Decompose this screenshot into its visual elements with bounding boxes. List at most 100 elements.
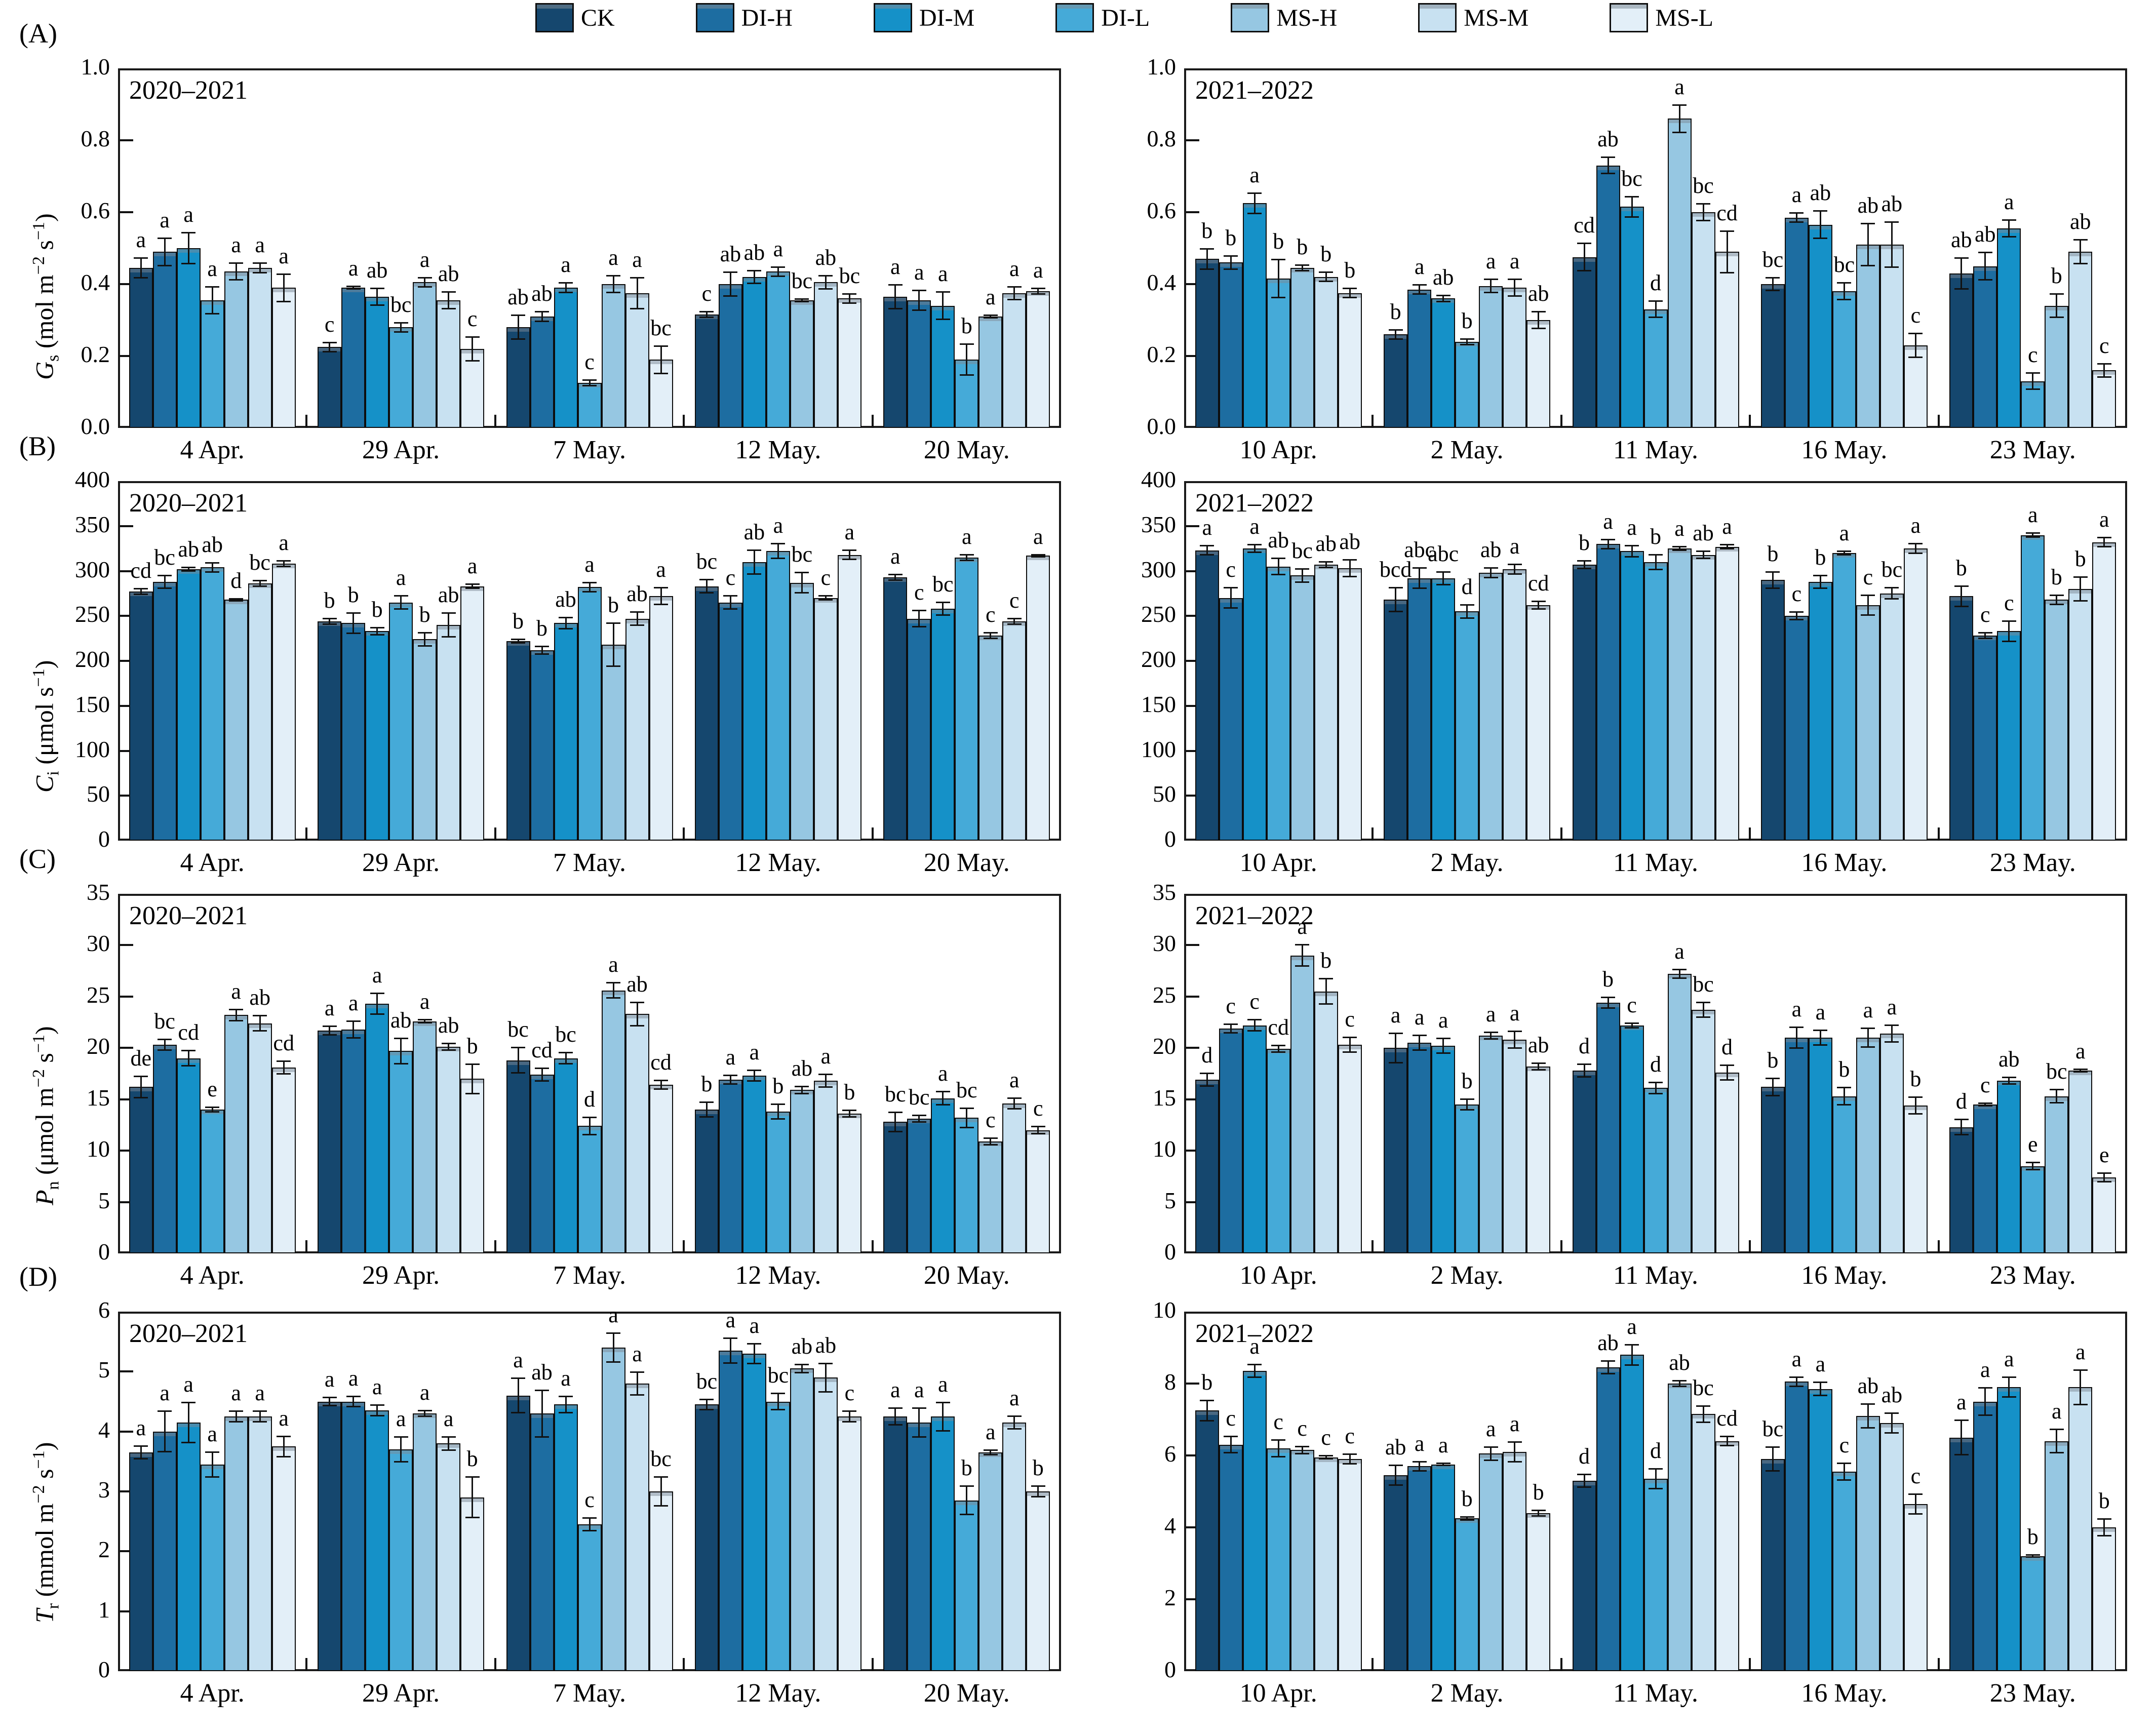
error-bar-cap — [2097, 537, 2111, 539]
error-bar — [705, 1398, 708, 1411]
x-tick-label: 12 May. — [735, 1679, 821, 1708]
bar-CK — [129, 1087, 153, 1253]
error-bar — [2056, 293, 2058, 319]
bar-CK — [1760, 284, 1785, 428]
error-bar — [1325, 561, 1327, 569]
error-bar — [1726, 1435, 1728, 1447]
significance-letter: a — [2004, 1346, 2014, 1371]
error-bar-cap — [1813, 238, 1828, 240]
error-bar-cap — [771, 1409, 786, 1411]
error-bar-cap — [1247, 1376, 1262, 1378]
significance-letter: b — [2098, 1488, 2110, 1514]
significance-letter: b — [1032, 1455, 1044, 1481]
error-bar — [1538, 1509, 1540, 1517]
error-bar-cap — [888, 1112, 903, 1114]
bar-CK — [1949, 1127, 1974, 1253]
error-bar-cap — [1885, 1041, 1899, 1043]
y-tick-mark — [120, 615, 133, 617]
bar-MS-M — [625, 1014, 649, 1253]
x-tick-label: 16 May. — [1801, 848, 1888, 877]
significance-letter: ab — [743, 519, 765, 544]
significance-letter: a — [419, 989, 430, 1014]
error-bar-cap — [1908, 1113, 1923, 1115]
significance-letter: ab — [1810, 180, 1831, 206]
significance-letter: a — [1956, 1390, 1967, 1414]
error-bar — [211, 286, 213, 315]
x-tick-label: 11 May. — [1613, 1679, 1698, 1708]
x-tick-label: 23 May. — [1989, 1679, 2076, 1708]
bar-MS-M — [1879, 1423, 1904, 1671]
significance-letter: d — [1650, 1438, 1661, 1463]
error-bar — [636, 1002, 638, 1027]
error-bar — [472, 1063, 474, 1094]
significance-letter: c — [1321, 1425, 1331, 1450]
error-bar — [1961, 585, 1963, 607]
error-bar-cap — [1319, 281, 1334, 283]
error-bar-cap — [1908, 332, 1923, 334]
bar-DI-L — [1643, 562, 1668, 841]
bar-DI-M — [1620, 1025, 1644, 1253]
significance-letter: bcd — [1379, 557, 1412, 582]
error-bar-cap — [511, 1047, 525, 1049]
error-bar-cap — [417, 1410, 432, 1412]
bar-MS-L — [2092, 1527, 2116, 1671]
bar-MS-H — [978, 316, 1003, 428]
bar-DI-L — [1455, 341, 1479, 428]
bar-CK — [1384, 1048, 1408, 1253]
error-bar-cap — [465, 583, 480, 585]
bar-CK — [1949, 1437, 1974, 1671]
significance-letter: b — [1297, 234, 1308, 259]
error-bar-cap — [912, 309, 926, 311]
x-tick-label: 2 May. — [1430, 1679, 1504, 1708]
error-bar-cap — [394, 331, 408, 333]
y-tick-mark — [120, 355, 133, 357]
error-bar — [1631, 1344, 1633, 1366]
significance-letter: a — [773, 236, 783, 261]
error-bar-cap — [1885, 266, 1899, 268]
error-bar-cap — [158, 264, 172, 266]
error-bar-cap — [1885, 221, 1899, 223]
significance-letter: c — [1226, 1405, 1236, 1431]
bar-CK — [1384, 600, 1408, 841]
legend-swatch-DI-M — [873, 3, 912, 32]
error-bar-cap — [1908, 1096, 1923, 1098]
x-tick-mark — [305, 1240, 308, 1253]
error-bar — [825, 595, 827, 601]
error-bar — [1538, 311, 1540, 329]
error-bar — [1301, 1445, 1303, 1454]
significance-letter: a — [396, 565, 406, 590]
x-tick-label: 4 Apr. — [180, 1679, 245, 1708]
bar-MS-L — [271, 288, 296, 428]
x-tick-label: 23 May. — [1989, 1261, 2076, 1290]
bar-MS-M — [2068, 1070, 2093, 1253]
significance-letter: a — [1791, 182, 1802, 207]
error-bar-cap — [417, 1021, 432, 1023]
bar-CK — [1760, 580, 1785, 841]
error-bar — [1583, 1063, 1585, 1078]
error-bar — [1961, 1119, 1963, 1135]
significance-letter: d — [1579, 1033, 1590, 1058]
bar-DI-H — [1784, 1038, 1809, 1253]
bar-DI-L — [2021, 1556, 2045, 1671]
significance-letter: ab — [1881, 191, 1903, 216]
error-bar-cap — [912, 1121, 926, 1123]
y-tick-label: 30 — [1153, 930, 1176, 957]
error-bar-cap — [417, 1415, 432, 1417]
error-bar-cap — [1696, 1405, 1710, 1407]
bar-MS-H — [413, 639, 437, 841]
bar-MS-M — [1002, 621, 1027, 841]
bar-MS-H — [1667, 119, 1692, 428]
significance-letter: c — [467, 306, 478, 331]
legend-label: DI-L — [1101, 4, 1150, 31]
error-bar-cap — [935, 601, 950, 603]
error-bar-cap — [1813, 1394, 1828, 1396]
error-bar-cap — [912, 1436, 926, 1438]
error-bar-cap — [370, 626, 384, 628]
error-bar-cap — [1954, 1419, 1969, 1421]
error-bar-cap — [959, 559, 974, 561]
bar-MS-H — [1290, 575, 1314, 841]
error-bar-cap — [322, 1404, 337, 1406]
y-tick-label: 100 — [1141, 736, 1176, 762]
error-bar — [1984, 1102, 1986, 1107]
x-tick-mark — [494, 827, 496, 841]
